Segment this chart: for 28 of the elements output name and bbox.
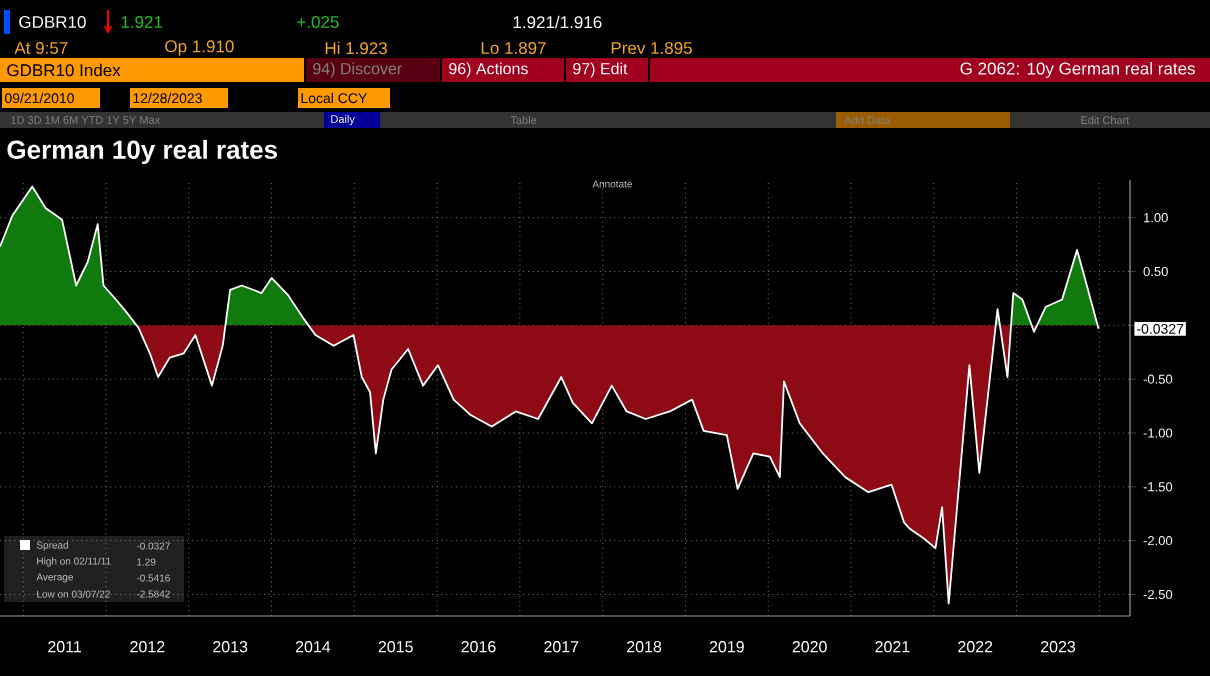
x-tick-label: 2012 [130,641,165,653]
text: 1.921/1.916 [513,15,602,29]
text: Prev 1.895 [611,41,692,55]
x-tick-label: 2017 [544,641,579,653]
x-tick-label: 2021 [875,641,910,653]
text: G 2062: 10y German real rates [960,62,1195,78]
x-tick-label: 2018 [627,641,662,653]
text: 1.921 [121,15,163,29]
text: 94) Discover [313,62,402,78]
x-tick-label: 2016 [461,641,496,653]
text: At 9:57 [14,41,68,55]
x-tick-label: 2011 [48,641,81,653]
x-tick-label: 2023 [1041,641,1076,653]
text: GDBR10 Index [7,63,121,77]
text: Hi 1.923 [325,41,387,55]
x-tick-label: 2022 [958,641,993,653]
text: Lo 1.897 [481,41,546,55]
text: Op 1.910 [165,40,234,56]
x-tick-label: 2019 [709,641,744,653]
x-tick-label: 2014 [295,641,331,653]
x-tick-label: 2015 [378,641,413,653]
text: 97) Edit [573,62,628,78]
text: 96) Actions [449,62,528,78]
text: +.025 [297,15,339,29]
x-tick-label: 2013 [213,641,248,653]
chart-title: German 10y real rates [7,139,278,165]
text: GDBR10 [19,15,86,29]
x-tick-label: 2020 [792,641,827,653]
